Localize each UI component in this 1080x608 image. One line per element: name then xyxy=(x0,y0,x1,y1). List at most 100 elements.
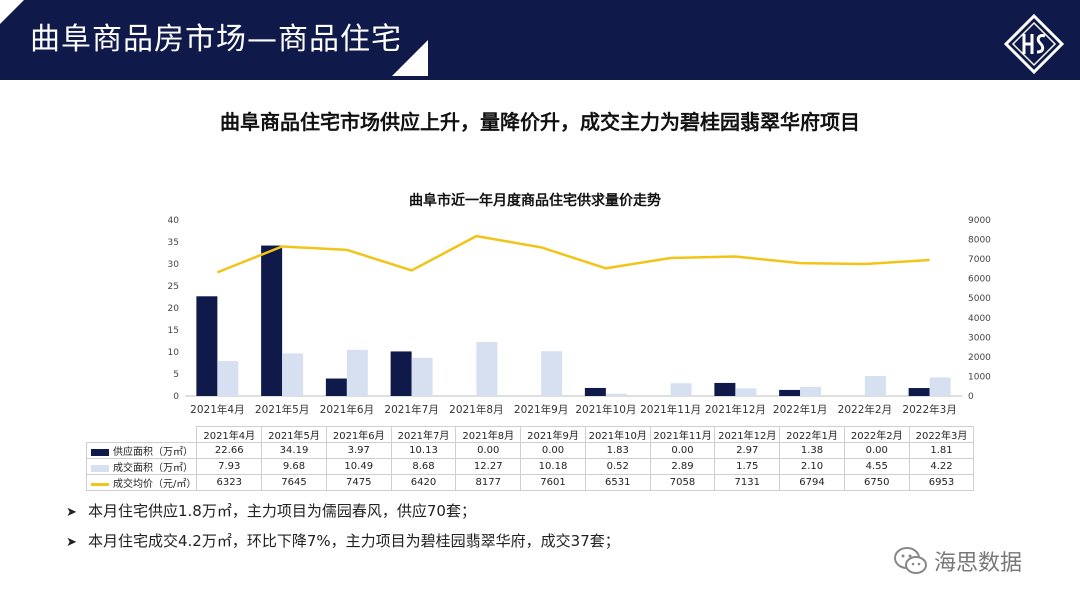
left-y-tick-label: 30 xyxy=(168,260,180,270)
table-header-cell: 2021年6月 xyxy=(325,426,392,443)
summary-bullets: ➤ 本月住宅供应1.8万㎡，主力项目为儒园春风，供应70套； ➤ 本月住宅成交4.2… xyxy=(66,496,620,556)
right-y-tick-label: 3000 xyxy=(968,333,991,343)
table-cell: 6953 xyxy=(908,474,975,491)
right-y-tick-label: 8000 xyxy=(968,236,991,246)
legend-label: 成交均价（元/㎡） xyxy=(113,479,197,490)
page-subtitle: 曲阜商品住宅市场供应上升，量降价升，成交主力为碧桂园翡翠华府项目 xyxy=(220,110,860,134)
bullet-supply: ➤ 本月住宅供应1.8万㎡，主力项目为儒园春风，供应70套； xyxy=(66,496,620,526)
table-header-cell: 2021年11月 xyxy=(649,426,716,443)
table-cell: 0.00 xyxy=(455,442,522,459)
deal-bar xyxy=(735,388,757,396)
table-cell: 7.93 xyxy=(196,458,263,475)
right-y-tick-label: 2000 xyxy=(968,353,991,363)
table-cell: 6420 xyxy=(390,474,457,491)
table-cell: 8.68 xyxy=(390,458,457,475)
x-tick-label: 2022年3月 xyxy=(902,403,956,416)
header-corner-decoration xyxy=(0,0,24,24)
table-cell: 0.52 xyxy=(584,458,651,475)
table-cell: 10.13 xyxy=(390,442,457,459)
legend-swatch xyxy=(91,448,109,456)
table-cell: 4.55 xyxy=(843,458,910,475)
x-tick-label: 2021年6月 xyxy=(320,403,374,416)
table-header-cell: 2021年8月 xyxy=(455,426,522,443)
supply-bar xyxy=(390,351,412,396)
left-y-tick-label: 5 xyxy=(173,370,179,380)
left-y-tick-label: 35 xyxy=(168,238,179,248)
right-y-tick-label: 5000 xyxy=(968,294,991,304)
table-row: 成交均价（元/㎡） 6323 7645 7475 6420 8177 7601 6531 705… xyxy=(85,474,975,491)
supply-bar xyxy=(325,378,347,396)
table-cell: 6750 xyxy=(843,474,910,491)
table-cell: 1.38 xyxy=(779,442,845,459)
right-y-tick-label: 6000 xyxy=(968,275,991,285)
table-cell: 0.00 xyxy=(843,442,910,459)
deal-bar xyxy=(476,342,498,396)
table-legend-cell: 供应面积（万㎡） xyxy=(85,442,198,459)
right-y-tick-label: 7000 xyxy=(968,255,991,265)
arrow-bullet-icon: ➤ xyxy=(66,505,77,520)
table-cell: 10.49 xyxy=(325,458,392,475)
supply-bar xyxy=(779,389,801,396)
page-title: 曲阜商品房市场—商品住宅 xyxy=(30,22,402,57)
table-cell: 22.66 xyxy=(196,442,263,459)
supply-bar xyxy=(584,387,606,396)
table-cell: 7131 xyxy=(714,474,781,491)
right-y-tick-label: 4000 xyxy=(968,314,991,324)
supply-bar xyxy=(908,388,930,396)
x-tick-label: 2021年7月 xyxy=(384,403,438,416)
deal-bar xyxy=(282,353,304,396)
bullet-deal: ➤ 本月住宅成交4.2万㎡，环比下降7%，主力项目为碧桂园翡翠华府，成交37套； xyxy=(66,526,620,556)
table-cell: 34.19 xyxy=(261,442,327,459)
x-tick-label: 2021年8月 xyxy=(449,403,503,416)
table-header-cell: 2021年7月 xyxy=(390,426,457,443)
table-cell: 0.00 xyxy=(649,442,716,459)
table-row: 供应面积（万㎡） 22.66 34.19 3.97 10.13 0.00 0.00 1.83 0… xyxy=(85,442,975,459)
table-header-cell: 2021年12月 xyxy=(714,426,781,443)
deal-bar xyxy=(346,349,368,396)
table-header-cell: 2021年9月 xyxy=(520,426,586,443)
table-legend-cell: 成交均价（元/㎡） xyxy=(85,474,198,491)
table-header-cell: 2021年4月 xyxy=(196,426,263,443)
right-y-tick-label: 1000 xyxy=(968,372,991,382)
table-cell: 6531 xyxy=(584,474,651,491)
left-y-tick-label: 15 xyxy=(168,326,179,336)
table-cell: 0.00 xyxy=(520,442,586,459)
legend-label: 供应面积（万㎡） xyxy=(113,447,193,458)
table-cell: 6794 xyxy=(779,474,845,491)
table-corner xyxy=(87,427,197,443)
table-cell: 9.68 xyxy=(261,458,327,475)
table-cell: 7645 xyxy=(261,474,327,491)
table-cell: 8177 xyxy=(455,474,522,491)
table-row: 成交面积（万㎡） 7.93 9.68 10.49 8.68 12.27 10.18 0.52 2… xyxy=(85,458,975,475)
table-cell: 12.27 xyxy=(455,458,522,475)
supply-bar xyxy=(196,296,218,396)
table-cell: 1.81 xyxy=(908,442,975,459)
arrow-bullet-icon: ➤ xyxy=(66,535,77,550)
left-y-tick-label: 10 xyxy=(168,348,180,358)
legend-label: 成交面积（万㎡） xyxy=(113,463,193,474)
table-header-cell: 2022年1月 xyxy=(779,426,845,443)
table-cell: 7475 xyxy=(325,474,392,491)
table-cell: 7601 xyxy=(520,474,586,491)
table-cell: 7058 xyxy=(649,474,716,491)
table-cell: 2.89 xyxy=(649,458,716,475)
table-header-cell: 2021年5月 xyxy=(261,426,327,443)
table-header-cell: 2022年2月 xyxy=(843,426,910,443)
x-tick-label: 2021年5月 xyxy=(255,403,309,416)
left-y-tick-label: 0 xyxy=(173,392,179,402)
wechat-icon xyxy=(894,547,927,574)
table-header-cell: 2022年3月 xyxy=(908,426,975,443)
deal-bar xyxy=(217,361,239,396)
x-tick-label: 2022年2月 xyxy=(838,403,892,416)
deal-bar xyxy=(605,393,627,396)
x-tick-label: 2021年9月 xyxy=(514,403,568,416)
supply-demand-price-chart: 曲阜市近一年月度商品住宅供求量价走势 0 5 10 15 20 25 30 35 40 0 100… xyxy=(168,192,992,416)
table-cell: 2.10 xyxy=(779,458,845,475)
right-y-tick-label: 9000 xyxy=(968,216,991,226)
left-y-tick-label: 20 xyxy=(168,304,180,314)
table-cell: 6323 xyxy=(196,474,263,491)
table-cell: 10.18 xyxy=(520,458,586,475)
right-y-tick-label: 0 xyxy=(968,392,974,402)
legend-swatch xyxy=(91,464,109,472)
price-line xyxy=(216,234,930,274)
